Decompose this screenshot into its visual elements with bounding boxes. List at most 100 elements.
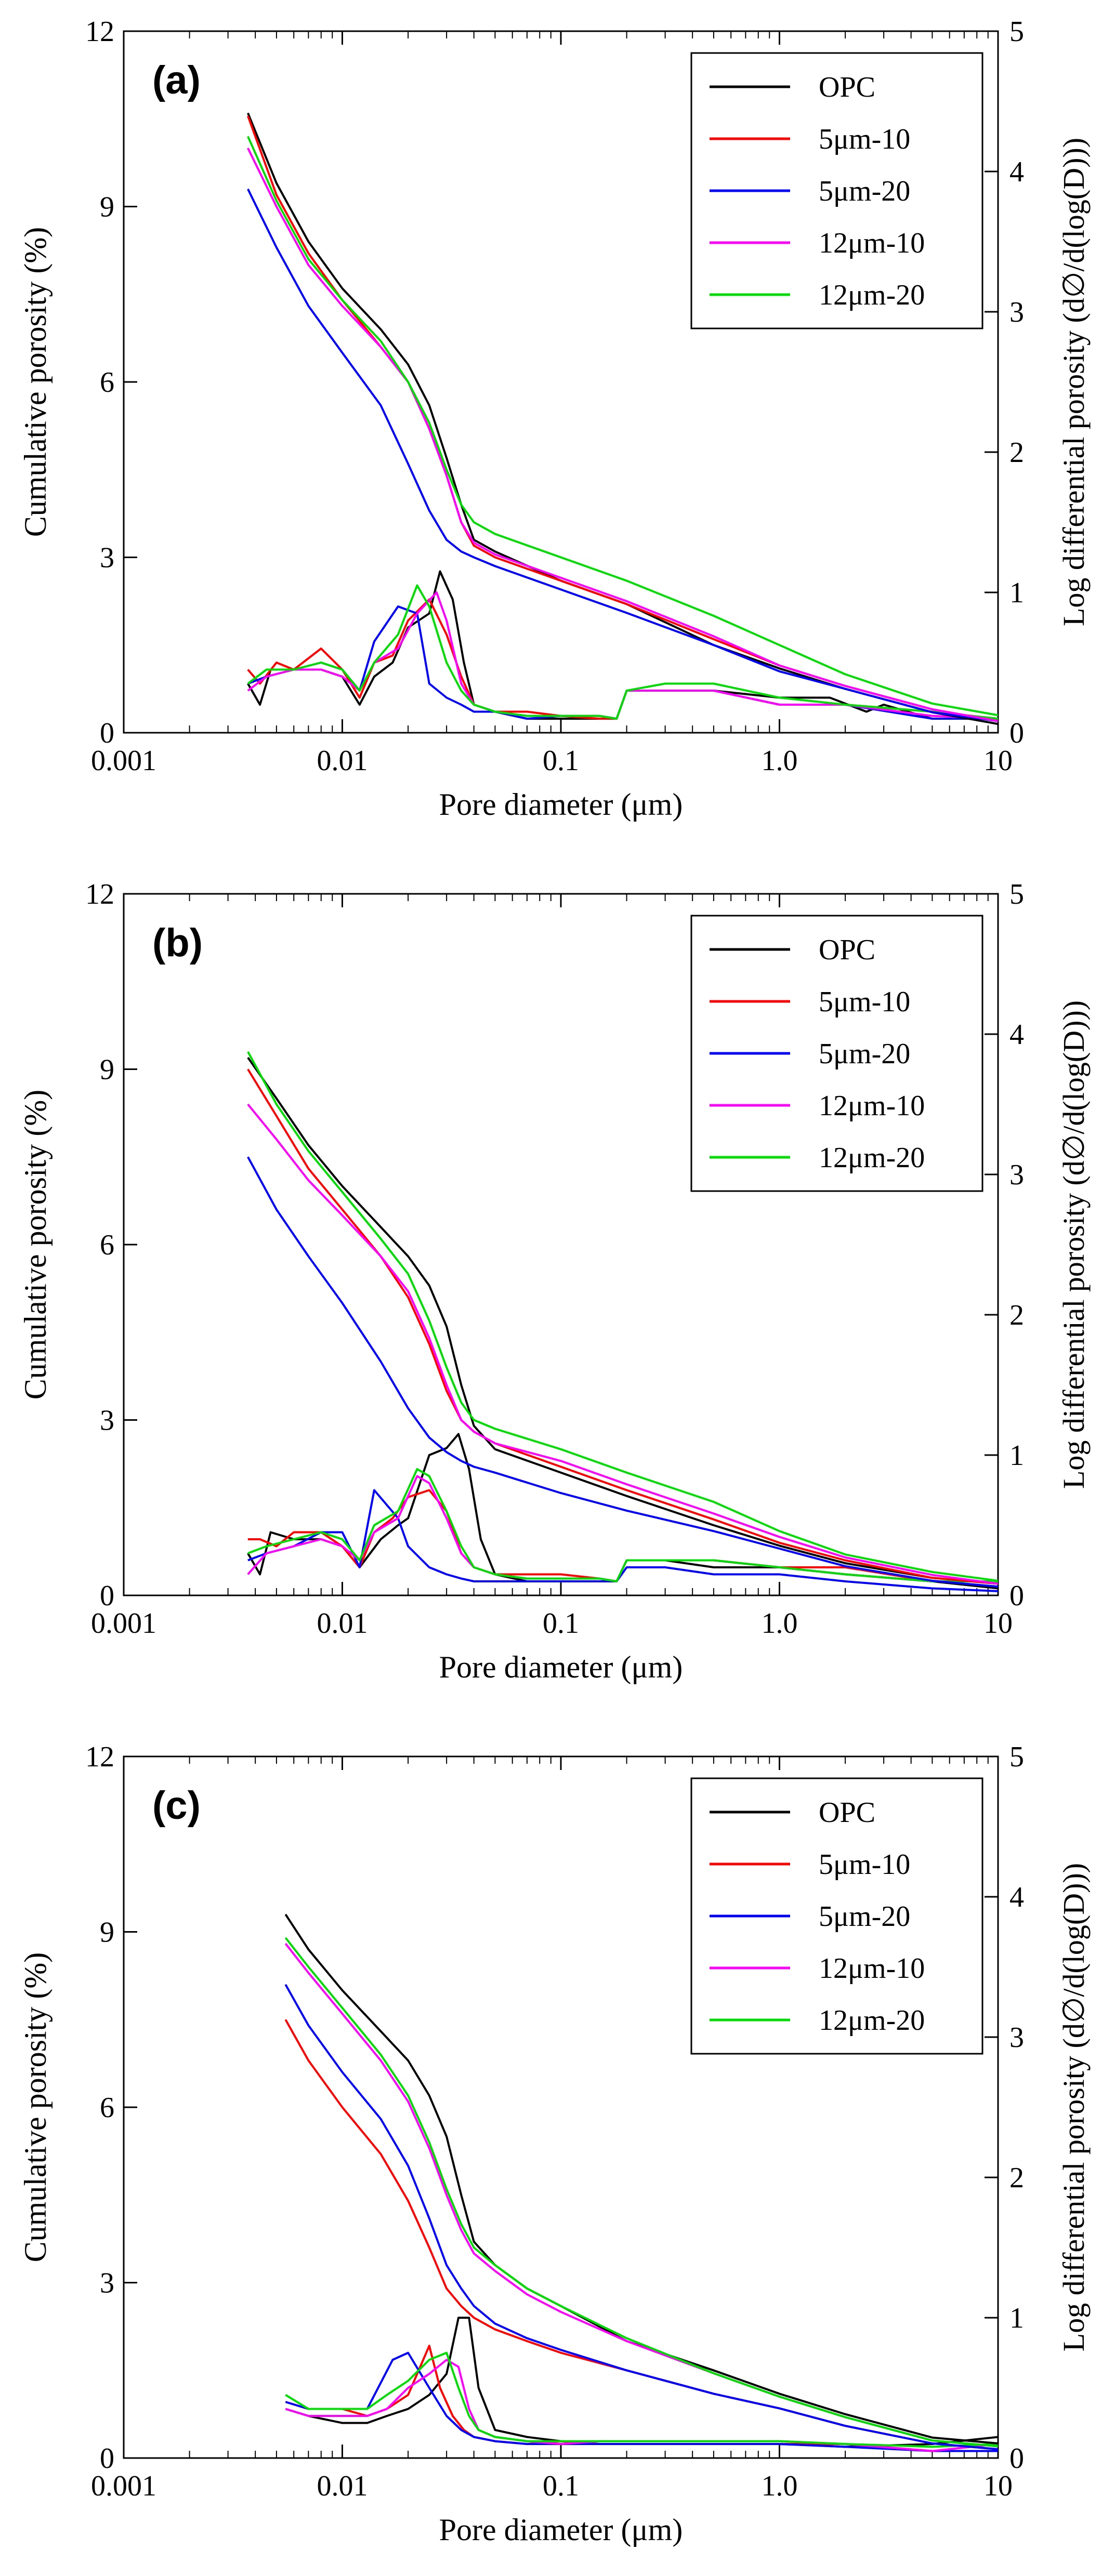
x-axis-label: Pore diameter (μm) [439,1650,683,1684]
y2-axis-label: Log differential porosity (d∅/d(log(D))) [1057,1000,1091,1489]
y-axis-label: Cumulative porosity (%) [18,1952,53,2263]
panel-label: (c) [152,1784,201,1828]
y2-tick-label: 1 [1009,2302,1024,2334]
y2-tick-label: 5 [1009,878,1024,910]
y-tick-label: 0 [100,2442,114,2475]
y-axis-label: Cumulative porosity (%) [18,227,53,537]
y2-tick-label: 5 [1009,1741,1024,1773]
x-tick-label: 0.1 [543,2470,579,2502]
series-lines [247,1051,998,1592]
differential-line-12μm-20 [247,1468,998,1582]
x-tick-label: 0.001 [91,745,156,777]
x-tick-label: 10 [983,1607,1013,1640]
legend-entry: 12μm-10 [819,1090,925,1122]
y2-tick-label: 0 [1009,717,1024,749]
legend: OPC 5μm-10 5μm-20 12μm-10 12μm-20 [690,915,983,1192]
y2-tick-label: 2 [1009,1299,1024,1331]
legend-entry: 12μm-20 [819,1142,925,1174]
y-tick-label: 6 [100,1229,114,1261]
cumulative-line-OPC [284,1913,998,2445]
y2-tick-label: 3 [1009,2022,1024,2054]
legend-entry: 5μm-10 [819,123,910,155]
legend-entry: 5μm-20 [819,1038,910,1070]
differential-line-5μm-20 [285,2352,998,2452]
cumulative-line-5μm-20 [247,1156,998,1588]
y2-axis-label: Log differential porosity (d∅/d(log(D))) [1057,1863,1091,2352]
x-tick-label: 1.0 [762,1607,798,1640]
x-tick-label: 0.01 [317,1607,368,1640]
legend-entry: 5μm-20 [819,1900,910,1933]
y2-tick-label: 1 [1009,1439,1024,1472]
legend-entry: 12μm-20 [819,2004,925,2037]
y-tick-label: 12 [85,16,114,48]
x-tick-label: 0.001 [91,2470,156,2502]
y-tick-label: 6 [100,2092,114,2124]
y-tick-label: 9 [100,1054,114,1086]
series-lines [247,112,998,725]
legend-entry: 5μm-20 [819,175,910,207]
x-tick-label: 0.001 [91,1607,156,1640]
x-tick-label: 10 [983,745,1013,777]
y-axis-label: Cumulative porosity (%) [18,1090,53,1400]
y-tick-label: 3 [100,1405,114,1437]
x-tick-label: 0.01 [317,2470,368,2502]
y-tick-label: 0 [100,1580,114,1612]
cumulative-line-OPC [247,1056,998,1585]
legend: OPC 5μm-10 5μm-20 12μm-10 12μm-20 [690,1777,983,2055]
y2-tick-label: 3 [1009,296,1024,328]
cumulative-line-12μm-20 [284,1937,998,2448]
legend-entry: 5μm-10 [819,1848,910,1881]
cumulative-line-5μm-10 [284,2019,998,2451]
y2-tick-label: 4 [1009,1881,1024,1913]
legend-entry: OPC [819,1796,875,1829]
series-lines [284,1913,998,2452]
panel-label: (a) [152,58,201,102]
y-tick-label: 0 [100,717,114,749]
panel-label: (b) [152,921,203,965]
y2-tick-label: 2 [1009,2162,1024,2194]
cumulative-line-12μm-20 [247,1051,998,1582]
y2-tick-label: 0 [1009,2442,1024,2475]
y2-tick-label: 4 [1009,1019,1024,1051]
differential-line-12μm-20 [285,2352,998,2448]
y-tick-label: 9 [100,191,114,223]
y2-tick-label: 3 [1009,1159,1024,1191]
legend-entry: 5μm-10 [819,986,910,1018]
x-tick-label: 10 [983,2470,1013,2502]
differential-line-5μm-20 [247,1489,998,1592]
cumulative-line-OPC [247,112,998,725]
x-tick-label: 1.0 [762,745,798,777]
x-axis-label: Pore diameter (μm) [439,787,683,822]
legend-entry: 12μm-20 [819,279,925,311]
y2-tick-label: 2 [1009,437,1024,469]
y2-tick-label: 0 [1009,1580,1024,1612]
legend-entry: 12μm-10 [819,227,925,259]
x-tick-label: 0.1 [543,745,579,777]
differential-line-12μm-20 [247,584,998,720]
y2-tick-label: 1 [1009,577,1024,609]
legend: OPC 5μm-10 5μm-20 12μm-10 12μm-20 [690,52,983,329]
cumulative-line-5μm-20 [284,1984,998,2451]
y-tick-label: 3 [100,542,114,574]
y-tick-label: 9 [100,1917,114,1949]
x-axis-label: Pore diameter (μm) [439,2513,683,2547]
cumulative-line-12μm-10 [247,1103,998,1585]
y-tick-label: 3 [100,2267,114,2300]
cumulative-line-12μm-10 [247,148,998,722]
y-tick-label: 12 [85,878,114,910]
legend-entry: 12μm-10 [819,1952,925,1985]
y2-tick-label: 4 [1009,156,1024,188]
cumulative-line-5μm-20 [247,188,998,722]
x-tick-label: 0.1 [543,1607,579,1640]
cumulative-line-12μm-20 [247,136,998,717]
y-tick-label: 12 [85,1741,114,1773]
y2-tick-label: 5 [1009,16,1024,48]
y-tick-label: 6 [100,366,114,399]
x-tick-label: 0.01 [317,745,368,777]
y2-axis-label: Log differential porosity (d∅/d(log(D))) [1057,138,1091,626]
x-tick-label: 1.0 [762,2470,798,2502]
